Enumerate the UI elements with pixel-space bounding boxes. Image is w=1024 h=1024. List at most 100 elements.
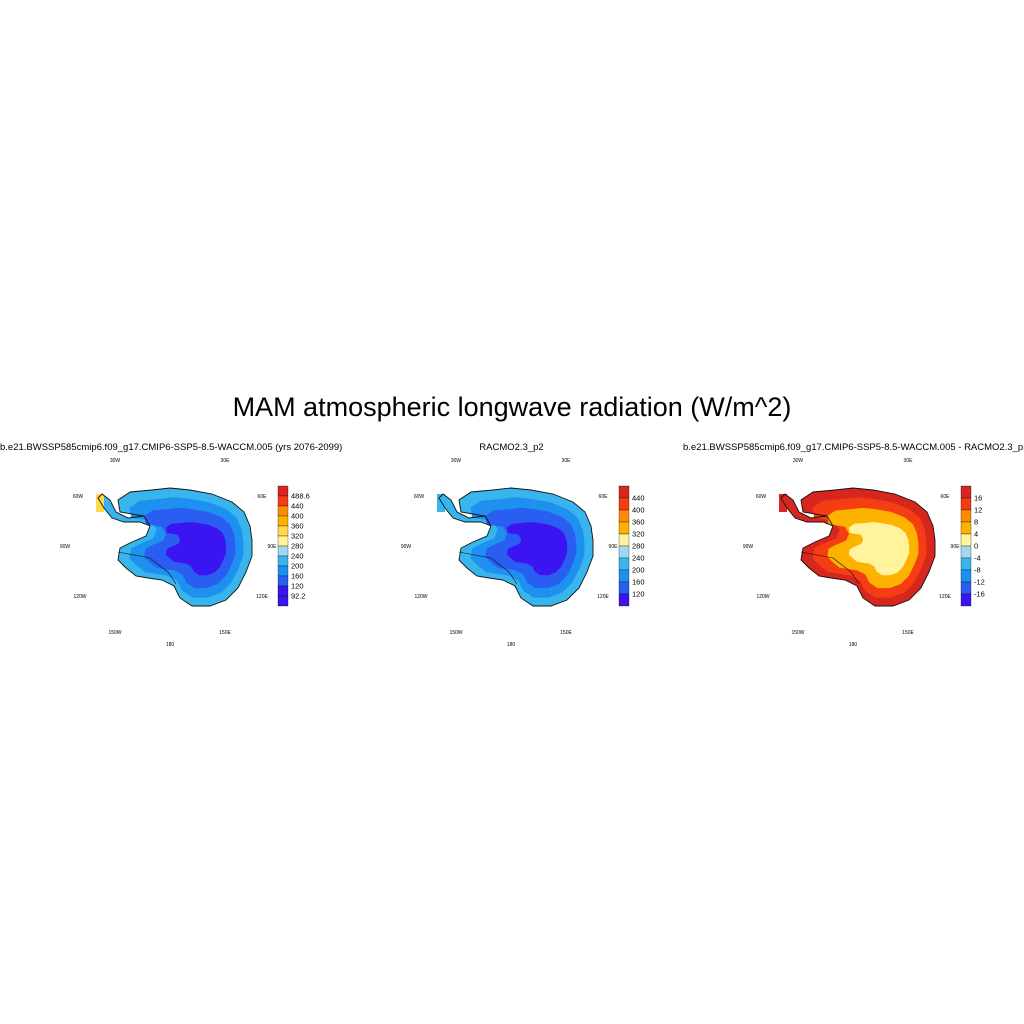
colorbar-box — [960, 521, 972, 535]
colorbar-box — [960, 497, 972, 511]
colorbar-box — [618, 509, 630, 523]
lon-label: 150E — [902, 630, 914, 636]
field-interior — [848, 522, 910, 576]
lon-label: 150W — [108, 630, 121, 636]
grounding-line — [458, 551, 518, 585]
lon-label: 30E — [904, 458, 914, 464]
colorbar-box — [277, 515, 289, 527]
lon-label: 60W — [414, 494, 425, 500]
colorbar-label: 280 — [291, 542, 304, 551]
colorbar-box — [277, 525, 289, 537]
colorbar-label: 400 — [291, 512, 304, 521]
lon-label: 90E — [609, 544, 619, 550]
peninsula-tip-field — [96, 494, 104, 512]
coastline-peninsula — [780, 493, 834, 527]
colorbar-label: -12 — [974, 578, 985, 587]
map-model: 30W 30E 60W 60E 90W 90E 120W 120E 150W 150E 180 488… — [60, 458, 310, 648]
colorbar-box — [618, 593, 630, 607]
colorbar-box — [618, 521, 630, 535]
colorbar-label: 440 — [632, 494, 645, 503]
colorbar-box — [277, 495, 289, 507]
colorbar-box — [618, 485, 630, 499]
colorbar-label: 400 — [632, 506, 645, 515]
figure-title: MAM atmospheric longwave radiation (W/m^… — [232, 392, 792, 422]
lon-label: 90E — [951, 544, 961, 550]
colorbar-box — [277, 485, 289, 497]
colorbar-label: 120 — [291, 582, 304, 591]
colorbar-label: 120 — [632, 590, 645, 599]
colorbar-box — [277, 575, 289, 587]
field-interior — [506, 522, 568, 576]
panel-racmo: RACMO2.3_p2 30W 30E 60W 60E 90W 90E 120W 120E 15… — [341, 442, 682, 657]
lon-label: 120E — [256, 594, 268, 600]
colorbar-label: 0 — [974, 542, 978, 551]
lon-label: 90W — [743, 544, 754, 550]
peninsula-tip-field — [437, 494, 445, 512]
colorbar-box — [277, 595, 289, 607]
colorbar-label: 16 — [974, 494, 982, 503]
colorbar-label: 440 — [291, 502, 304, 511]
colorbar-box — [960, 557, 972, 571]
colorbar-label: 200 — [632, 566, 645, 575]
colorbar-box — [277, 555, 289, 567]
lon-label: 90W — [401, 544, 412, 550]
colorbar-box — [618, 533, 630, 547]
lon-label: 30E — [221, 458, 231, 464]
field-interior — [165, 522, 227, 576]
lon-label: 120W — [756, 594, 769, 600]
lon-label: 150W — [449, 630, 462, 636]
colorbar-box — [277, 545, 289, 557]
coastline — [458, 487, 594, 607]
colorbar-label: -4 — [974, 554, 981, 563]
lon-label: 30E — [562, 458, 572, 464]
colorbar-box — [960, 533, 972, 547]
colorbar-box — [618, 581, 630, 595]
colorbar-label: 240 — [632, 554, 645, 563]
panel-model: b.e21.BWSSP585cmip6.f09_g17.CMIP6-SSP5-8… — [0, 442, 343, 657]
coastline — [117, 487, 253, 607]
lon-label: 30W — [110, 458, 121, 464]
lon-label: 30W — [451, 458, 462, 464]
lon-label: 30W — [793, 458, 804, 464]
colorbar-box — [618, 569, 630, 583]
grounding-line — [117, 551, 177, 585]
peninsula-tip-field — [779, 494, 787, 512]
colorbar-box — [277, 505, 289, 517]
colorbar-box — [960, 545, 972, 559]
colorbar-label: 320 — [632, 530, 645, 539]
lon-label: 90W — [60, 544, 71, 550]
panel-title-model: b.e21.BWSSP585cmip6.f09_g17.CMIP6-SSP5-8… — [0, 442, 343, 453]
panel-difference: b.e21.BWSSP585cmip6.f09_g17.CMIP6-SSP5-8… — [683, 442, 1024, 657]
colorbar-box — [960, 485, 972, 499]
coastline-peninsula — [438, 493, 492, 527]
colorbar-box — [277, 565, 289, 577]
colorbar-label: -8 — [974, 566, 981, 575]
lon-label: 180 — [166, 642, 175, 648]
map-racmo: 30W 30E 60W 60E 90W 90E 120W 120E 150W 150E 180 440… — [401, 458, 645, 648]
lon-label: 120W — [414, 594, 427, 600]
grounding-line — [800, 551, 860, 585]
lon-label: 150E — [219, 630, 231, 636]
panel-title-difference: b.e21.BWSSP585cmip6.f09_g17.CMIP6-SSP5-8… — [683, 442, 1024, 453]
colorbar-box — [960, 569, 972, 583]
colorbar-box — [618, 497, 630, 511]
colorbar-label: 160 — [291, 572, 304, 581]
lon-label: 60E — [941, 494, 951, 500]
colorbar-label: 92.2 — [291, 592, 306, 601]
colorbar-box — [618, 557, 630, 571]
colorbar-box — [960, 581, 972, 595]
colorbar-box — [277, 535, 289, 547]
lon-label: 180 — [849, 642, 858, 648]
colorbar-label: 320 — [291, 532, 304, 541]
lon-label: 90E — [268, 544, 278, 550]
lon-label: 60W — [756, 494, 767, 500]
colorbar-label: 200 — [291, 562, 304, 571]
colorbar-label: 160 — [632, 578, 645, 587]
colorbar-label: 488.6 — [291, 492, 310, 501]
lon-label: 120E — [939, 594, 951, 600]
lon-label: 60E — [258, 494, 268, 500]
colorbar-box — [960, 593, 972, 607]
colorbar-label: 4 — [974, 530, 978, 539]
colorbar-label: -16 — [974, 590, 985, 599]
colorbar-box — [618, 545, 630, 559]
